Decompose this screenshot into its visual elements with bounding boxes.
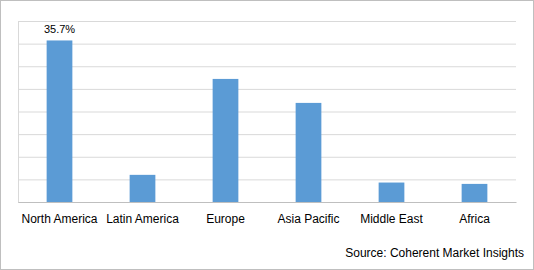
y-tick	[18, 89, 516, 90]
grid-line	[18, 66, 516, 67]
plot: North America Latin America Europe Asia Pac…	[18, 22, 517, 226]
source-note: Source: Coherent Market Insights	[345, 246, 524, 260]
x-tick: Asia Pacific	[277, 212, 339, 226]
grid-line	[18, 89, 516, 90]
x-tick: Latin America	[106, 212, 179, 226]
tick-label: Europe	[206, 212, 245, 226]
grid-line	[18, 157, 516, 158]
y-tick	[18, 66, 516, 67]
grid-line	[18, 202, 516, 203]
grid-line	[18, 179, 516, 180]
y-axis-line	[19, 22, 517, 203]
data-label: 35.7%	[44, 23, 75, 35]
x-tick: Middle East	[360, 212, 423, 226]
bars	[47, 40, 488, 202]
bar	[379, 183, 405, 202]
tick-label: North America	[21, 212, 97, 226]
grid-line	[18, 21, 516, 22]
y-axis	[18, 22, 516, 203]
bar	[462, 184, 488, 202]
chart: North America Latin America Europe Asia Pac…	[0, 0, 534, 270]
chart-border	[1, 1, 534, 270]
tick-label: Middle East	[360, 212, 423, 226]
x-axis: North America Latin America Europe Asia Pac…	[19, 203, 517, 226]
y-tick	[18, 44, 516, 45]
y-tick	[18, 157, 516, 158]
tick-label: Africa	[459, 212, 490, 226]
x-tick: Europe	[206, 212, 245, 226]
x-tick: Africa	[459, 212, 490, 226]
y-tick	[18, 21, 516, 22]
x-axis-line	[19, 202, 517, 203]
y-tick	[18, 112, 516, 113]
tick-label: Asia Pacific	[277, 212, 339, 226]
data-labels: 35.7%	[44, 23, 75, 35]
y-tick	[18, 179, 516, 180]
bar	[296, 103, 322, 202]
grid-line	[18, 44, 516, 45]
x-tick: North America	[21, 212, 97, 226]
bar	[213, 79, 239, 202]
tick-label: Latin America	[106, 212, 179, 226]
bar	[130, 175, 156, 202]
grid-line	[18, 134, 516, 135]
grid-line	[18, 112, 516, 113]
y-tick	[18, 202, 516, 203]
bar	[47, 40, 73, 202]
y-tick	[18, 134, 516, 135]
